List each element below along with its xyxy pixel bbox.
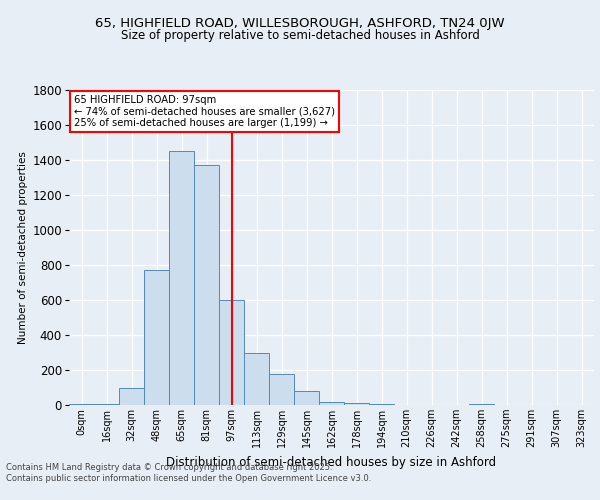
Bar — [244, 352, 269, 405]
Bar — [319, 402, 344, 405]
Bar — [144, 270, 169, 405]
Text: 65 HIGHFIELD ROAD: 97sqm
← 74% of semi-detached houses are smaller (3,627)
25% o: 65 HIGHFIELD ROAD: 97sqm ← 74% of semi-d… — [74, 94, 335, 128]
Text: Contains HM Land Registry data © Crown copyright and database right 2025.: Contains HM Land Registry data © Crown c… — [6, 462, 332, 471]
Text: Contains public sector information licensed under the Open Government Licence v3: Contains public sector information licen… — [6, 474, 371, 483]
Bar — [69, 404, 94, 405]
Text: 65, HIGHFIELD ROAD, WILLESBOROUGH, ASHFORD, TN24 0JW: 65, HIGHFIELD ROAD, WILLESBOROUGH, ASHFO… — [95, 18, 505, 30]
Bar — [219, 300, 244, 405]
Bar — [169, 151, 194, 405]
Bar — [94, 404, 119, 405]
Bar — [294, 391, 319, 405]
Bar — [119, 388, 144, 405]
Bar — [269, 374, 294, 405]
Bar — [344, 403, 369, 405]
X-axis label: Distribution of semi-detached houses by size in Ashford: Distribution of semi-detached houses by … — [166, 456, 497, 468]
Y-axis label: Number of semi-detached properties: Number of semi-detached properties — [18, 151, 28, 344]
Bar — [194, 165, 219, 405]
Text: Size of property relative to semi-detached houses in Ashford: Size of property relative to semi-detach… — [121, 29, 479, 42]
Bar — [469, 404, 494, 405]
Bar — [369, 404, 394, 405]
